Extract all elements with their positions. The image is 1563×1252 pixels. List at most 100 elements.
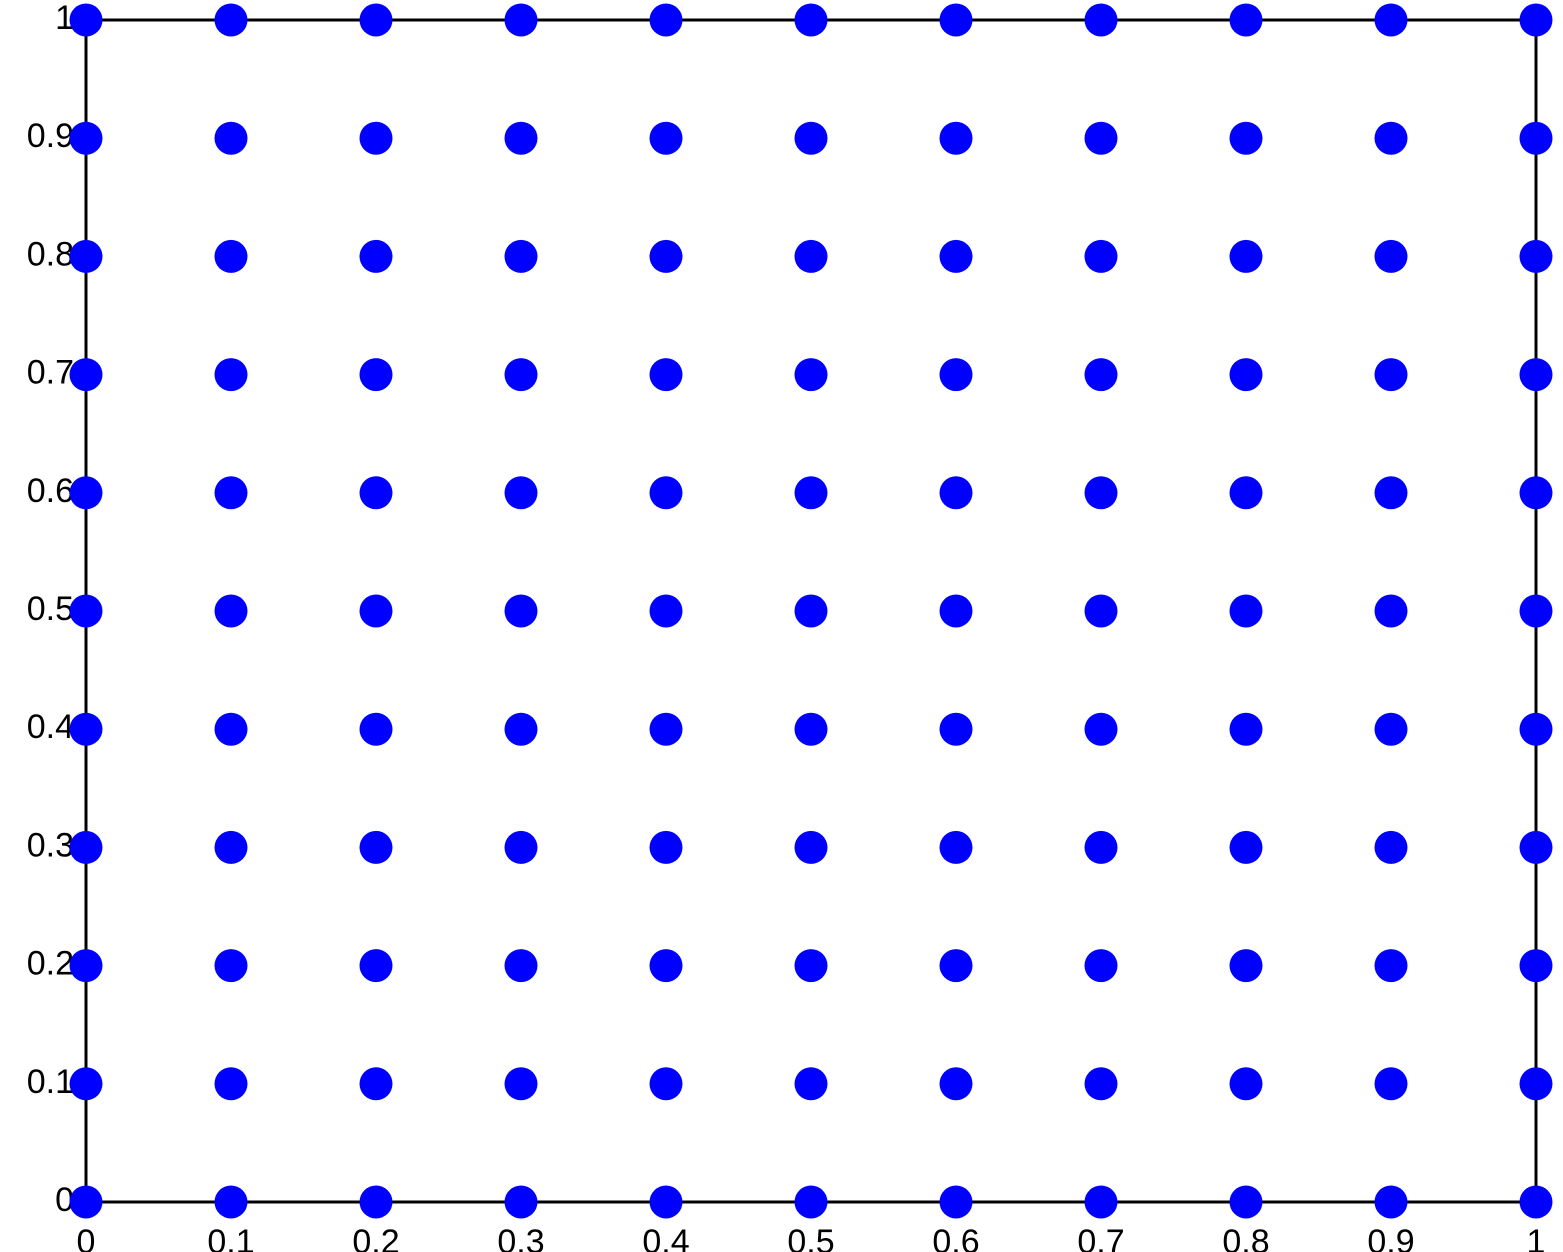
data-point: [940, 1186, 973, 1219]
data-point: [795, 949, 828, 982]
x-tick-label: 0.3: [497, 1223, 544, 1252]
data-point: [505, 713, 538, 746]
data-point: [1520, 713, 1553, 746]
data-point: [1520, 831, 1553, 864]
data-point: [215, 1067, 248, 1100]
data-point: [505, 595, 538, 628]
data-point: [215, 595, 248, 628]
data-point: [1520, 476, 1553, 509]
data-point: [360, 595, 393, 628]
data-point: [505, 1186, 538, 1219]
data-point: [650, 122, 683, 155]
data-point: [1520, 358, 1553, 391]
data-point: [650, 4, 683, 37]
y-tick-label: 0.1: [27, 1063, 74, 1101]
data-point: [70, 595, 103, 628]
data-point: [940, 1067, 973, 1100]
data-point: [1230, 831, 1263, 864]
data-point: [360, 4, 393, 37]
data-point: [1230, 1067, 1263, 1100]
data-point: [795, 4, 828, 37]
data-point: [1230, 240, 1263, 273]
data-point: [360, 713, 393, 746]
data-point: [1230, 1186, 1263, 1219]
data-point: [1085, 713, 1118, 746]
data-point: [795, 122, 828, 155]
data-point: [505, 4, 538, 37]
data-point: [505, 949, 538, 982]
data-point: [795, 713, 828, 746]
data-point: [360, 1067, 393, 1100]
scatter-chart: 00.10.20.30.40.50.60.70.80.9100.10.20.30…: [0, 0, 1563, 1252]
data-point: [505, 240, 538, 273]
data-point: [70, 713, 103, 746]
data-point: [1375, 1067, 1408, 1100]
data-point: [70, 1067, 103, 1100]
data-point: [360, 476, 393, 509]
x-tick-label: 0.8: [1222, 1223, 1269, 1252]
data-point: [215, 476, 248, 509]
data-point: [505, 358, 538, 391]
y-tick-label: 0.9: [27, 117, 74, 155]
data-point: [1520, 1186, 1553, 1219]
data-point: [215, 358, 248, 391]
x-tick-label: 1: [1527, 1223, 1546, 1252]
data-point: [1520, 949, 1553, 982]
data-point: [1375, 595, 1408, 628]
data-point: [505, 831, 538, 864]
data-point: [360, 949, 393, 982]
data-point: [1520, 1067, 1553, 1100]
data-point: [650, 1067, 683, 1100]
data-point: [215, 122, 248, 155]
x-tick-label: 0.9: [1367, 1223, 1414, 1252]
y-tick-label: 0.3: [27, 826, 74, 864]
y-tick-label: 0.5: [27, 590, 74, 628]
y-tick-label: 0.6: [27, 472, 74, 510]
data-point: [650, 831, 683, 864]
data-point: [1375, 122, 1408, 155]
data-point: [215, 1186, 248, 1219]
x-tick-label: 0.4: [642, 1223, 689, 1252]
data-point: [1520, 122, 1553, 155]
data-point: [795, 358, 828, 391]
y-tick-label: 0.7: [27, 354, 74, 392]
data-point: [795, 831, 828, 864]
data-point: [650, 1186, 683, 1219]
data-point: [1375, 831, 1408, 864]
data-point: [650, 595, 683, 628]
data-point: [1375, 4, 1408, 37]
data-point: [70, 831, 103, 864]
data-point: [70, 949, 103, 982]
data-point: [215, 713, 248, 746]
data-point: [650, 713, 683, 746]
y-tick-label: 0.8: [27, 235, 74, 273]
data-point: [1085, 358, 1118, 391]
data-point: [940, 713, 973, 746]
data-point: [1375, 1186, 1408, 1219]
data-point: [650, 476, 683, 509]
data-point: [795, 1186, 828, 1219]
data-point: [1230, 949, 1263, 982]
data-point: [505, 476, 538, 509]
data-point: [360, 122, 393, 155]
data-point: [650, 949, 683, 982]
data-point: [795, 240, 828, 273]
data-point: [795, 595, 828, 628]
x-tick-label: 0.6: [932, 1223, 979, 1252]
data-point: [1375, 949, 1408, 982]
data-point: [360, 831, 393, 864]
data-point: [1085, 1186, 1118, 1219]
data-point: [70, 1186, 103, 1219]
x-tick-label: 0: [77, 1223, 96, 1252]
data-point: [940, 358, 973, 391]
data-point: [360, 1186, 393, 1219]
data-point: [1085, 831, 1118, 864]
data-point: [360, 240, 393, 273]
data-point: [940, 240, 973, 273]
data-point: [1230, 713, 1263, 746]
data-point: [215, 4, 248, 37]
data-point: [1230, 122, 1263, 155]
data-point: [650, 358, 683, 391]
data-point: [940, 122, 973, 155]
data-point: [70, 358, 103, 391]
